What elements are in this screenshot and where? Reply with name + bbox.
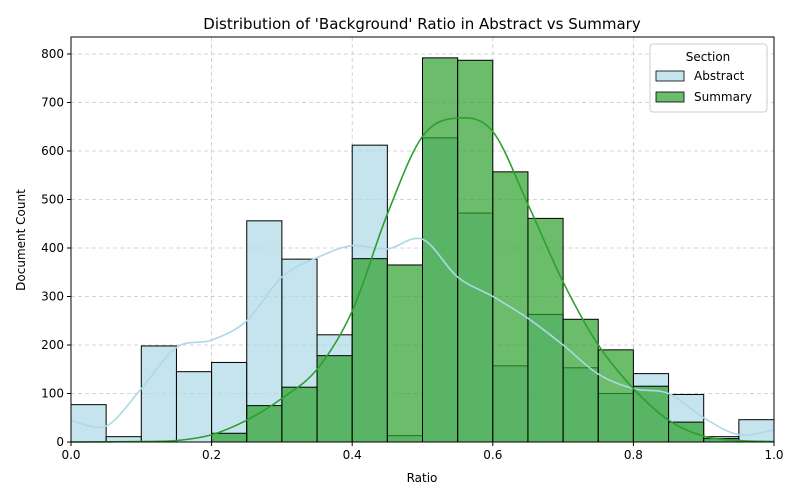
summary-bars	[211, 57, 740, 443]
y-axis-label: Document Count	[14, 189, 28, 291]
x-axis-label: Ratio	[407, 471, 438, 485]
abstract-bar-4	[211, 361, 248, 443]
x-axis: 0.0 0.2 0.4 0.6 0.8 1.0	[61, 442, 784, 462]
y-axis: 0 100 200 300 400 500 600 700 800	[41, 47, 71, 449]
legend-title: Section	[686, 50, 731, 64]
abstract-bar-2	[140, 345, 177, 443]
chart-title: Distribution of 'Background' Ratio in Ab…	[203, 15, 641, 33]
kde-curves	[70, 116, 775, 443]
abstract-bar-3	[175, 371, 213, 443]
x-tick-label-1: 0.2	[202, 448, 221, 462]
summary-bar-9	[386, 264, 424, 443]
y-tick-label-1: 100	[41, 386, 64, 400]
summary-bar-15	[597, 349, 634, 443]
abstract-kde-line	[70, 237, 775, 436]
summary-bar-4	[211, 432, 248, 443]
y-tick-label-6: 600	[41, 144, 64, 158]
summary-bar-7	[316, 355, 353, 443]
y-tick-label-4: 400	[41, 241, 64, 255]
y-tick-label-7: 700	[41, 95, 64, 109]
summary-kde-line	[70, 116, 775, 443]
legend-swatch-abstract	[655, 70, 685, 82]
legend-swatch-summary	[655, 91, 685, 103]
y-tick-label-0: 0	[56, 435, 64, 449]
summary-bar-13	[527, 217, 564, 443]
legend: Section Abstract Summary	[649, 43, 768, 113]
y-tick-label-8: 800	[41, 47, 64, 61]
x-tick-label-3: 0.6	[483, 448, 502, 462]
summary-bar-8	[351, 258, 388, 443]
summary-bar-10	[422, 57, 459, 443]
y-tick-label-5: 500	[41, 192, 64, 206]
abstract-bar-0	[70, 404, 107, 443]
summary-bar-17	[668, 421, 705, 443]
y-tick-label-2: 200	[41, 338, 64, 352]
legend-label-abstract: Abstract	[694, 69, 745, 83]
legend-label-summary: Summary	[694, 90, 752, 104]
summary-bar-14	[562, 318, 599, 443]
x-tick-label-4: 0.8	[624, 448, 643, 462]
x-tick-label-5: 1.0	[764, 448, 783, 462]
y-tick-label-3: 300	[41, 289, 64, 303]
plot-frame	[70, 36, 775, 443]
x-tick-label-2: 0.4	[343, 448, 362, 462]
x-tick-label-0: 0.0	[61, 448, 80, 462]
